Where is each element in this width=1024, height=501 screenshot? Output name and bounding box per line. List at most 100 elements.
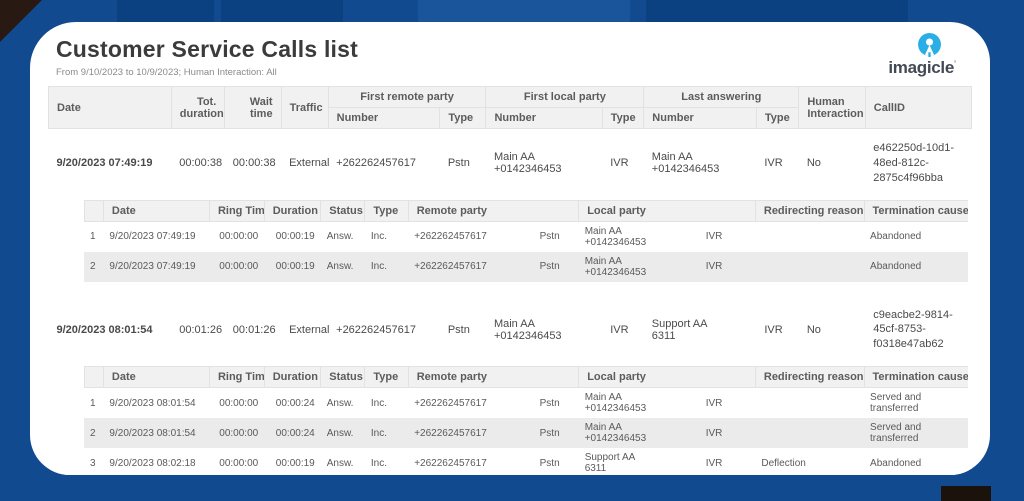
leg-local-party: Main AA +0142346453 bbox=[578, 387, 700, 419]
leg-local-type: IVR bbox=[699, 387, 756, 419]
call-wait-time: 00:01:26 bbox=[224, 295, 282, 363]
report-header: Customer Service Calls list From 9/10/20… bbox=[56, 33, 972, 78]
leg-redirecting-reason bbox=[755, 418, 865, 449]
leg-col-index bbox=[83, 199, 104, 222]
col-header-callid: CallID bbox=[864, 86, 973, 129]
background-tab bbox=[418, 0, 630, 23]
leg-termination-cause: Served and transferred bbox=[864, 418, 968, 449]
leg-redirecting-reason bbox=[755, 387, 865, 419]
leg-status: Answ. bbox=[320, 387, 365, 419]
leg-duration: 00:00:24 bbox=[264, 387, 321, 419]
call-remote-type: Pstn bbox=[439, 128, 486, 196]
leg-index: 3 bbox=[84, 448, 104, 475]
call-legs-container: Date Ring Time Duration Status Type Remo… bbox=[48, 195, 972, 296]
leg-index: 1 bbox=[84, 221, 104, 252]
leg-local-party: Main AA +0142346453 bbox=[578, 251, 700, 282]
leg-row: 1 9/20/2023 07:49:19 00:00:00 00:00:19 A… bbox=[84, 221, 968, 252]
leg-remote-type: Pstn bbox=[533, 221, 579, 252]
leg-type: Inc. bbox=[364, 448, 409, 475]
call-local-type: IVR bbox=[602, 128, 644, 196]
call-date: 9/20/2023 08:01:54 bbox=[48, 295, 172, 363]
col-group-last-answering: Last answering bbox=[643, 86, 800, 108]
leg-row: 3 9/20/2023 08:02:18 00:00:00 00:00:19 A… bbox=[84, 448, 968, 475]
leg-remote-number: +262262457617 bbox=[408, 448, 534, 475]
leg-duration: 00:00:19 bbox=[264, 448, 321, 475]
legs-table-header: Date Ring Time Duration Status Type Remo… bbox=[83, 199, 968, 222]
background-tab bbox=[646, 0, 908, 23]
leg-ring-time: 00:00:00 bbox=[209, 418, 265, 449]
leg-status: Answ. bbox=[320, 448, 365, 475]
leg-date: 9/20/2023 07:49:19 bbox=[103, 251, 210, 282]
col-header-human-interaction: Human Interaction bbox=[798, 86, 866, 129]
leg-ring-time: 00:00:00 bbox=[209, 221, 265, 252]
leg-col-status: Status bbox=[320, 366, 366, 389]
call-answering-number: Main AA +0142346453 bbox=[643, 128, 757, 196]
col-header-remote-number: Number bbox=[327, 107, 441, 129]
leg-redirecting-reason bbox=[755, 221, 865, 252]
leg-index: 2 bbox=[84, 418, 104, 449]
leg-col-duration: Duration bbox=[263, 199, 322, 222]
calls-table: Date Tot. duration Wait time Traffic Fir… bbox=[48, 86, 973, 475]
dark-corner-decoration bbox=[0, 0, 42, 42]
leg-type: Inc. bbox=[364, 418, 409, 449]
col-header-answering-number: Number bbox=[643, 107, 757, 129]
leg-date: 9/20/2023 07:49:19 bbox=[103, 221, 210, 252]
call-date: 9/20/2023 07:49:19 bbox=[48, 128, 172, 196]
call-answering-number: Support AA 6311 bbox=[643, 295, 757, 363]
leg-duration: 00:00:24 bbox=[264, 418, 321, 449]
leg-date: 9/20/2023 08:02:18 bbox=[103, 448, 210, 475]
legs-table-header: Date Ring Time Duration Status Type Remo… bbox=[83, 366, 968, 389]
call-local-type: IVR bbox=[602, 295, 644, 363]
leg-local-type: IVR bbox=[699, 448, 756, 475]
leg-col-type: Type bbox=[364, 199, 409, 222]
call-traffic: External bbox=[281, 295, 329, 363]
leg-redirecting-reason: Deflection bbox=[755, 448, 865, 475]
leg-row: 1 9/20/2023 08:01:54 00:00:00 00:00:24 A… bbox=[84, 387, 968, 419]
leg-local-type: IVR bbox=[699, 221, 756, 252]
call-remote-number: +262262457617 bbox=[328, 295, 440, 363]
leg-termination-cause: Abandoned bbox=[864, 448, 968, 475]
leg-remote-type: Pstn bbox=[533, 448, 579, 475]
call-remote-type: Pstn bbox=[439, 295, 486, 363]
leg-col-termination-cause: Termination cause bbox=[863, 199, 968, 222]
leg-local-type: IVR bbox=[699, 251, 756, 282]
leg-duration: 00:00:19 bbox=[264, 221, 321, 252]
leg-index: 2 bbox=[84, 251, 104, 282]
calls-table-header: Date Tot. duration Wait time Traffic Fir… bbox=[48, 86, 973, 129]
leg-redirecting-reason bbox=[755, 251, 865, 282]
leg-type: Inc. bbox=[364, 221, 409, 252]
leg-remote-number: +262262457617 bbox=[408, 221, 534, 252]
leg-col-termination-cause: Termination cause bbox=[863, 366, 968, 389]
leg-col-redirecting-reason: Redirecting reason bbox=[754, 199, 865, 222]
report-card: Customer Service Calls list From 9/10/20… bbox=[30, 22, 990, 475]
leg-status: Answ. bbox=[320, 418, 365, 449]
background-tab bbox=[117, 0, 214, 23]
leg-duration: 00:00:19 bbox=[264, 251, 321, 282]
leg-col-status: Status bbox=[320, 199, 366, 222]
leg-col-remote-party: Remote party bbox=[407, 199, 580, 222]
col-header-traffic: Traffic bbox=[280, 86, 329, 129]
call-traffic: External bbox=[281, 128, 329, 196]
call-local-number: Main AA +0142346453 bbox=[485, 295, 603, 363]
leg-col-ring-time: Ring Time bbox=[208, 199, 265, 222]
leg-col-remote-party: Remote party bbox=[407, 366, 580, 389]
leg-col-ring-time: Ring Time bbox=[208, 366, 265, 389]
leg-remote-type: Pstn bbox=[533, 251, 579, 282]
page-title: Customer Service Calls list bbox=[56, 36, 358, 62]
leg-remote-type: Pstn bbox=[533, 387, 579, 419]
leg-local-party: Support AA 6311 bbox=[578, 448, 700, 475]
col-group-first-remote-party: First remote party bbox=[327, 86, 487, 108]
leg-remote-number: +262262457617 bbox=[408, 418, 534, 449]
leg-ring-time: 00:00:00 bbox=[209, 448, 265, 475]
call-human-interaction: No bbox=[798, 295, 866, 363]
imagicle-logo: imagicle’ bbox=[888, 32, 956, 78]
leg-remote-type: Pstn bbox=[533, 418, 579, 449]
col-header-local-number: Number bbox=[485, 107, 603, 129]
leg-termination-cause: Abandoned bbox=[864, 251, 968, 282]
leg-date: 9/20/2023 08:01:54 bbox=[103, 418, 210, 449]
leg-col-redirecting-reason: Redirecting reason bbox=[754, 366, 865, 389]
call-legs-container: Date Ring Time Duration Status Type Remo… bbox=[48, 362, 972, 475]
call-local-number: Main AA +0142346453 bbox=[485, 128, 603, 196]
col-header-date: Date bbox=[48, 86, 172, 129]
leg-col-date: Date bbox=[102, 366, 210, 389]
